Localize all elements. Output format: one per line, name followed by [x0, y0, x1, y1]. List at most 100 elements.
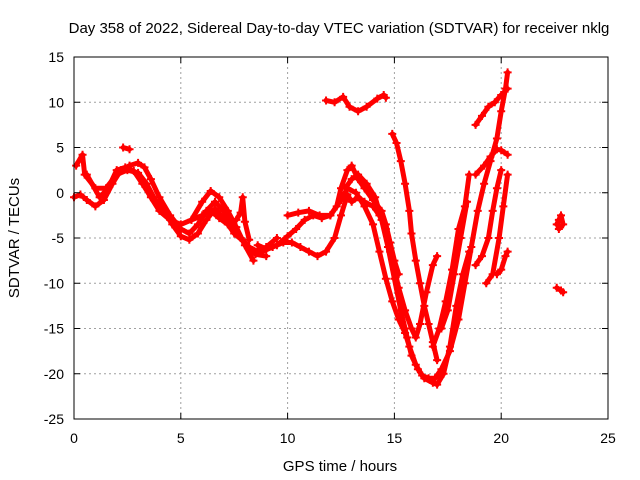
data-point — [559, 220, 568, 229]
data-point — [557, 211, 566, 220]
data-point — [279, 238, 288, 247]
y-tick-label: -25 — [44, 411, 64, 427]
data-point — [471, 170, 480, 179]
y-tick-label: -15 — [44, 321, 64, 337]
data-point — [300, 215, 309, 224]
data-point — [76, 190, 85, 199]
data-point — [322, 96, 331, 105]
data-point — [471, 261, 480, 270]
grid — [74, 57, 608, 419]
data-point — [330, 98, 339, 107]
data-point — [187, 215, 196, 224]
x-tick-label: 5 — [177, 430, 185, 446]
data-point — [347, 197, 356, 206]
data-point — [501, 252, 510, 261]
data-point — [351, 188, 360, 197]
data-point — [249, 256, 258, 265]
data-point — [253, 241, 262, 250]
data-point — [497, 107, 506, 116]
x-tick-label: 25 — [600, 430, 616, 446]
data-point — [193, 229, 202, 238]
data-point — [383, 243, 392, 252]
data-point — [337, 195, 345, 204]
data-point — [326, 211, 335, 220]
data-point — [407, 351, 416, 360]
data-point — [396, 306, 405, 315]
series-arc-13 — [437, 197, 472, 333]
data-point — [322, 247, 331, 256]
data-point — [554, 215, 563, 224]
series-line — [473, 86, 511, 128]
series-arc-19 — [552, 211, 568, 233]
data-point — [484, 234, 493, 242]
x-tick-label: 15 — [387, 430, 403, 446]
data-point — [484, 102, 493, 111]
series-arc-20 — [552, 283, 568, 297]
data-point — [82, 195, 91, 204]
data-point — [503, 150, 512, 159]
data-point — [119, 143, 128, 152]
data-point — [503, 247, 512, 256]
data-point — [373, 94, 382, 103]
data-point — [341, 184, 350, 193]
data-point — [554, 224, 563, 233]
data-point — [146, 193, 155, 202]
data-point — [146, 175, 155, 184]
series-arc-8 — [283, 68, 512, 383]
data-point — [339, 92, 348, 101]
data-point — [503, 84, 512, 93]
series-line — [389, 131, 440, 363]
data-point — [272, 234, 281, 242]
data-point — [99, 195, 108, 204]
data-point — [347, 161, 356, 170]
y-axis-label: SDTVAR / TECUs — [6, 178, 23, 298]
x-tick-label: 0 — [70, 430, 78, 446]
x-tick-label: 10 — [280, 430, 296, 446]
data-point — [292, 224, 301, 233]
series-arc-17 — [482, 170, 512, 288]
data-point — [262, 252, 271, 261]
data-point — [488, 206, 497, 215]
data-point — [381, 93, 390, 102]
data-point — [362, 102, 371, 111]
series-line — [494, 249, 511, 277]
series-arc-5 — [187, 193, 254, 244]
data-point — [413, 365, 422, 374]
data-point — [492, 134, 501, 143]
data-point — [473, 206, 482, 215]
data-point — [433, 252, 442, 261]
data-point — [155, 193, 164, 202]
data-point — [388, 297, 397, 306]
data-point — [452, 301, 461, 310]
series-line — [189, 194, 252, 243]
data-series — [70, 68, 568, 389]
series-line — [255, 163, 402, 277]
data-point — [471, 120, 480, 129]
data-point — [251, 250, 260, 259]
series-arc-15 — [471, 145, 512, 179]
series-arc-4 — [119, 143, 134, 154]
data-point — [492, 184, 501, 193]
data-point — [287, 238, 296, 247]
data-point — [499, 202, 508, 211]
series-line — [73, 152, 269, 259]
data-point — [428, 342, 437, 351]
data-point — [337, 211, 345, 220]
series-line — [342, 172, 472, 388]
data-point — [424, 319, 433, 328]
data-point — [354, 170, 363, 179]
y-tick-label: 15 — [48, 49, 64, 65]
x-axis-label: GPS time / hours — [283, 458, 397, 475]
y-tick-label: 5 — [56, 140, 64, 156]
data-point — [240, 217, 249, 226]
y-tick-label: 0 — [56, 185, 64, 201]
x-tick-label: 20 — [493, 430, 509, 446]
data-point — [430, 374, 439, 383]
data-point — [78, 150, 87, 159]
data-point — [155, 206, 164, 215]
data-point — [104, 184, 113, 193]
data-point — [294, 208, 303, 217]
series-line — [285, 69, 511, 381]
series-arc-16 — [471, 84, 512, 129]
